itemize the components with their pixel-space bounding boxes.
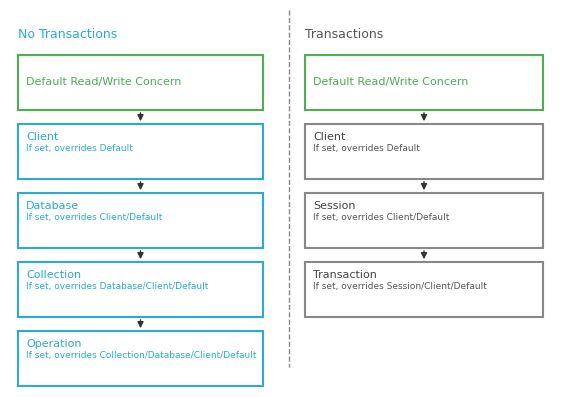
Text: Default Read/Write Concern: Default Read/Write Concern (26, 77, 181, 87)
Text: If set, overrides Default: If set, overrides Default (26, 144, 133, 153)
Text: If set, overrides Client/Default: If set, overrides Client/Default (313, 213, 449, 222)
Text: Client: Client (313, 132, 346, 142)
Bar (305, 262, 543, 317)
Text: Transactions: Transactions (305, 28, 383, 41)
Bar (18, 193, 263, 248)
Text: Collection: Collection (26, 270, 81, 280)
Bar (305, 55, 543, 110)
Text: No Transactions: No Transactions (18, 28, 118, 41)
Text: If set, overrides Default: If set, overrides Default (313, 144, 420, 153)
Bar (18, 124, 263, 179)
Bar (305, 193, 543, 248)
Text: If set, overrides Client/Default: If set, overrides Client/Default (26, 213, 162, 222)
Bar (18, 55, 263, 110)
Text: If set, overrides Collection/Database/Client/Default: If set, overrides Collection/Database/Cl… (26, 351, 256, 360)
Text: Database: Database (26, 201, 79, 211)
Bar (18, 262, 263, 317)
Text: Default Read/Write Concern: Default Read/Write Concern (313, 77, 468, 87)
Text: Operation: Operation (26, 339, 82, 349)
Text: Transaction: Transaction (313, 270, 377, 280)
Text: If set, overrides Session/Client/Default: If set, overrides Session/Client/Default (313, 282, 487, 291)
Text: If set, overrides Database/Client/Default: If set, overrides Database/Client/Defaul… (26, 282, 208, 291)
Text: Client: Client (26, 132, 58, 142)
Bar (18, 331, 263, 386)
Bar (305, 124, 543, 179)
Text: Session: Session (313, 201, 356, 211)
